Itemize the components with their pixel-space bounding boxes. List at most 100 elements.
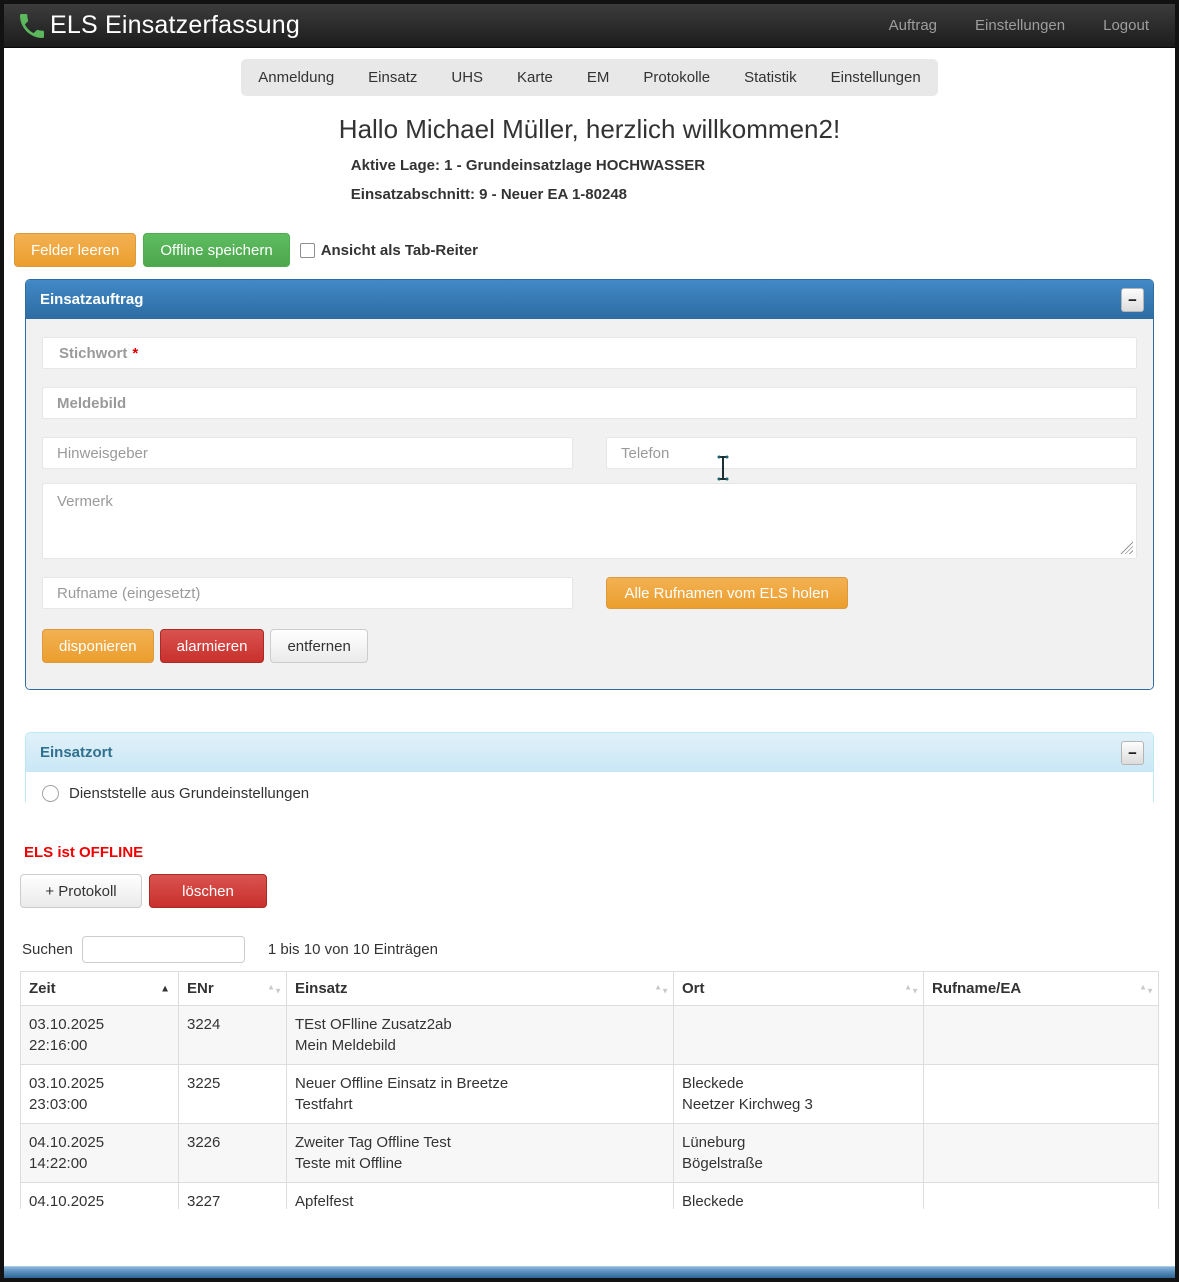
- active-lage-text: Aktive Lage: 1 - Grundeinsatzlage HOCHWA…: [350, 157, 706, 174]
- sort-both-icon: ▲▼: [654, 982, 669, 995]
- search-input[interactable]: [81, 936, 245, 963]
- column-label: Einsatz: [295, 980, 348, 997]
- stichwort-placeholder: Stichwort: [59, 344, 128, 362]
- tab-anmeldung[interactable]: Anmeldung: [258, 69, 335, 86]
- hinweisgeber-input[interactable]: [42, 437, 573, 469]
- app-title[interactable]: ELS Einsatzerfassung: [50, 11, 300, 39]
- cell-zeit: 04.10.2025 14:22:00: [20, 1123, 179, 1183]
- meldebild-input[interactable]: [42, 387, 1137, 419]
- list-actions: + Protokoll löschen: [20, 874, 1175, 908]
- loeschen-button[interactable]: löschen: [149, 874, 267, 908]
- welcome-heading: Hallo Michael Müller, herzlich willkomme…: [338, 114, 841, 144]
- entfernen-button[interactable]: entfernen: [270, 629, 368, 663]
- table-row[interactable]: 04.10.2025 3227 Apfelfest Bleckede: [20, 1182, 1159, 1209]
- phone-icon: [16, 10, 48, 42]
- column-header-zeit[interactable]: Zeit ▲: [20, 971, 179, 1006]
- cell-rufname: [923, 1064, 1159, 1124]
- einsatzauftrag-panel-title: Einsatzauftrag: [40, 291, 144, 308]
- navbar-menu: Auftrag Einstellungen Logout: [889, 17, 1163, 34]
- offline-speichern-button[interactable]: Offline speichern: [143, 233, 290, 267]
- cell-ort: [673, 1005, 924, 1065]
- vermerk-textarea[interactable]: [42, 483, 1137, 559]
- einsatz-table: Zeit ▲ ENr ▲▼ Einsatz ▲▼ Ort ▲▼: [20, 971, 1159, 1209]
- footer-bar: [4, 1266, 1175, 1278]
- alarmieren-button[interactable]: alarmieren: [159, 629, 265, 663]
- tab-reiter-checkbox[interactable]: [299, 242, 315, 258]
- einsatzauftrag-panel-body: Stichwort * Alle Rufnamen vom ELS holen …: [26, 319, 1153, 689]
- felder-leeren-button[interactable]: Felder leeren: [14, 233, 137, 267]
- tab-einstellungen[interactable]: Einstellungen: [830, 69, 921, 86]
- cell-enr: 3226: [178, 1123, 287, 1183]
- telefon-input[interactable]: [606, 437, 1137, 469]
- column-label: Zeit: [29, 980, 56, 997]
- einsatzauftrag-panel: Einsatzauftrag − Stichwort * Alle Rufnam…: [25, 279, 1154, 690]
- welcome-section: Hallo Michael Müller, herzlich willkomme…: [339, 114, 840, 203]
- cell-enr: 3227: [178, 1182, 287, 1209]
- collapse-icon[interactable]: −: [1121, 288, 1144, 312]
- einsatzauftrag-panel-header: Einsatzauftrag −: [26, 280, 1153, 319]
- cell-zeit: 04.10.2025: [20, 1182, 179, 1209]
- column-header-ort[interactable]: Ort ▲▼: [673, 971, 924, 1006]
- column-header-enr[interactable]: ENr ▲▼: [178, 971, 287, 1006]
- cell-einsatz: Neuer Offline Einsatz in Breetze Testfahr…: [286, 1064, 674, 1124]
- cell-ort: Bleckede Neetzer Kirchweg 3: [673, 1064, 924, 1124]
- sort-both-icon: ▲▼: [1139, 982, 1154, 995]
- einsatzort-panel-body: Dienststelle aus Grundeinstellungen: [26, 772, 1153, 802]
- cell-enr: 3225: [178, 1064, 287, 1124]
- einsatzort-panel-header: Einsatzort −: [26, 733, 1153, 772]
- cell-zeit: 03.10.2025 22:16:00: [20, 1005, 179, 1065]
- navbar-item-auftrag[interactable]: Auftrag: [888, 17, 938, 34]
- stichwort-input[interactable]: Stichwort *: [42, 337, 1137, 369]
- cell-einsatz: Zweiter Tag Offline Test Teste mit Offlin…: [286, 1123, 674, 1183]
- search-label: Suchen: [22, 941, 73, 958]
- tab-reiter-label: Ansicht als Tab-Reiter: [320, 241, 478, 259]
- navbar-item-logout[interactable]: Logout: [1103, 17, 1149, 34]
- sort-asc-icon: ▲: [160, 983, 170, 994]
- cell-einsatz: Apfelfest: [286, 1182, 674, 1209]
- collapse-icon[interactable]: −: [1121, 741, 1144, 765]
- tab-protokolle[interactable]: Protokolle: [643, 69, 711, 86]
- einsatz-table-wrap: Zeit ▲ ENr ▲▼ Einsatz ▲▼ Ort ▲▼: [20, 971, 1159, 1209]
- rufnamen-holen-button[interactable]: Alle Rufnamen vom ELS holen: [605, 577, 848, 609]
- cell-ort: Bleckede: [673, 1182, 924, 1209]
- cell-ort: Lüneburg Bögelstraße: [673, 1123, 924, 1183]
- table-row[interactable]: 03.10.2025 22:16:00 3224 TEst OFlline Zus…: [20, 1005, 1159, 1065]
- rufname-input[interactable]: [42, 577, 573, 609]
- einsatzort-panel: Einsatzort − Dienststelle aus Grundeinst…: [25, 732, 1154, 802]
- einsatzort-panel-title: Einsatzort: [40, 744, 113, 761]
- tab-em[interactable]: EM: [586, 69, 610, 86]
- cell-zeit: 03.10.2025 23:03:00: [20, 1064, 179, 1124]
- dienststelle-radio[interactable]: [42, 785, 59, 802]
- protokoll-button[interactable]: + Protokoll: [20, 874, 142, 908]
- entries-summary: 1 bis 10 von 10 Einträgen: [267, 941, 438, 958]
- required-asterisk: *: [132, 344, 139, 362]
- column-label: Rufname/EA: [932, 980, 1022, 997]
- column-label: Ort: [682, 980, 705, 997]
- top-navbar: ELS Einsatzerfassung Auftrag Einstellung…: [4, 4, 1175, 48]
- els-offline-status: ELS ist OFFLINE: [24, 844, 144, 861]
- main-tab-bar: Anmeldung Einsatz UHS Karte EM Protokoll…: [241, 59, 938, 96]
- cell-rufname: [923, 1123, 1159, 1183]
- table-row[interactable]: 03.10.2025 23:03:00 3225 Neuer Offline Ei…: [20, 1064, 1159, 1124]
- tab-karte[interactable]: Karte: [517, 69, 553, 86]
- navbar-item-einstellungen[interactable]: Einstellungen: [975, 17, 1066, 34]
- einsatzabschnitt-text: Einsatzabschnitt: 9 - Neuer EA 1-80248: [350, 186, 628, 203]
- dienststelle-radio-label: Dienststelle aus Grundeinstellungen: [69, 785, 310, 802]
- tab-statistik[interactable]: Statistik: [744, 69, 797, 86]
- table-row[interactable]: 04.10.2025 14:22:00 3226 Zweiter Tag Offl…: [20, 1123, 1159, 1183]
- cell-einsatz: TEst OFlline Zusatz2ab Mein Meldebild: [286, 1005, 674, 1065]
- cell-rufname: [923, 1005, 1159, 1065]
- disponieren-button[interactable]: disponieren: [42, 629, 154, 663]
- column-header-rufname[interactable]: Rufname/EA ▲▼: [923, 971, 1159, 1006]
- table-header-row: Zeit ▲ ENr ▲▼ Einsatz ▲▼ Ort ▲▼: [20, 971, 1159, 1006]
- sort-both-icon: ▲▼: [904, 982, 919, 995]
- tab-einsatz[interactable]: Einsatz: [368, 69, 418, 86]
- toolbar: Felder leeren Offline speichern Ansicht …: [14, 233, 1175, 267]
- column-header-einsatz[interactable]: Einsatz ▲▼: [286, 971, 674, 1006]
- column-label: ENr: [187, 980, 214, 997]
- sort-both-icon: ▲▼: [267, 982, 282, 995]
- tab-uhs[interactable]: UHS: [451, 69, 484, 86]
- cell-rufname: [923, 1182, 1159, 1209]
- cell-enr: 3224: [178, 1005, 287, 1065]
